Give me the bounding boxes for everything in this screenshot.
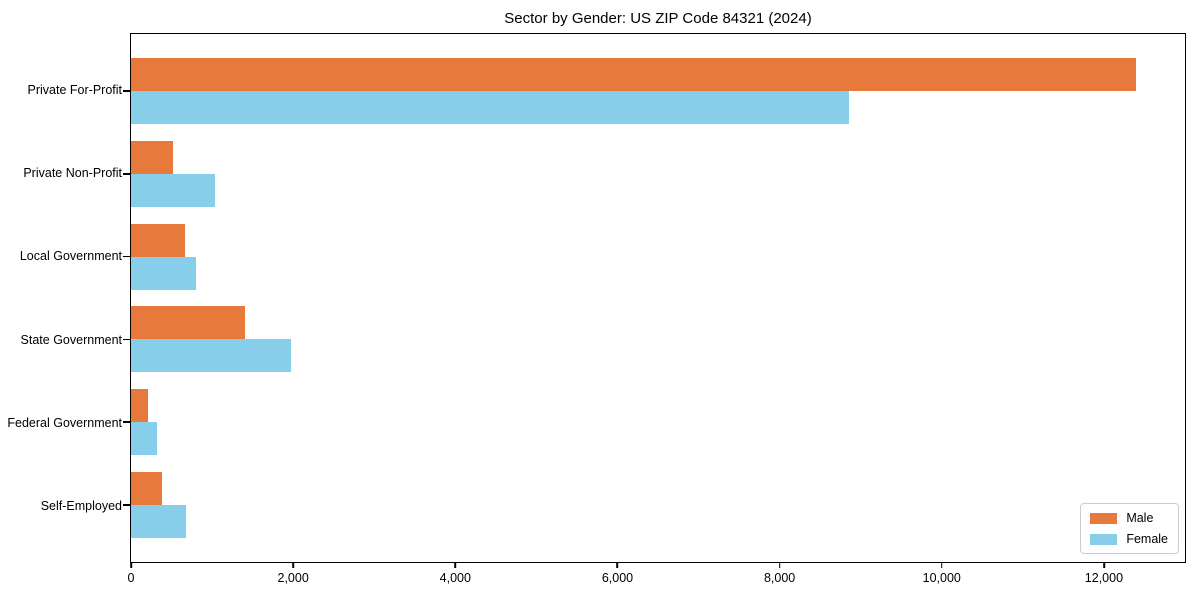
bar-female-3 (131, 339, 291, 373)
y-axis-tick (123, 338, 130, 341)
bar-female-0 (131, 91, 849, 125)
x-axis-tick-label: 12,000 (1084, 571, 1124, 585)
legend-swatch-male-icon (1090, 512, 1118, 524)
x-axis-tick (1103, 562, 1105, 568)
y-axis-category-label: Federal Government (7, 415, 122, 430)
x-axis-tick (778, 562, 781, 568)
legend-swatch-female-icon (1090, 533, 1118, 545)
bar-male-3 (131, 306, 246, 340)
x-axis-tick-label: 0 (127, 571, 135, 585)
legend-label-female: Female (1126, 532, 1168, 546)
y-axis-category-label: State Government (20, 332, 122, 347)
x-axis-tick (130, 562, 132, 568)
y-axis-tick (123, 255, 130, 258)
legend-entry-male: Male (1090, 511, 1168, 525)
bar-male-1 (131, 140, 174, 174)
y-axis-category-label: Local Government (19, 249, 122, 264)
y-axis-tick (123, 90, 130, 92)
y-axis-tick (123, 173, 130, 175)
x-axis-tick (940, 562, 943, 568)
y-axis-category-label: Private For-Profit (27, 83, 122, 98)
bar-male-4 (131, 389, 149, 423)
legend-entry-female: Female (1090, 532, 1168, 546)
bar-male-2 (131, 223, 185, 257)
x-axis-tick (454, 562, 457, 568)
legend: Male Female (1080, 503, 1179, 554)
y-axis-category-label: Private Non-Profit (23, 166, 122, 181)
plot-area: 0 2,000 4,000 6,000 8,000 10,000 12,000 Male F… (123, 33, 1186, 585)
x-axis-tick (616, 562, 619, 568)
x-axis-tick-label: 6,000 (601, 571, 634, 585)
bar-female-5 (131, 504, 187, 538)
bar-male-0 (131, 58, 1137, 92)
x-axis-tick-label: 10,000 (922, 571, 961, 585)
legend-label-male: Male (1126, 511, 1154, 525)
x-axis-tick-label: 4,000 (439, 571, 471, 585)
bar-female-1 (131, 173, 215, 207)
chart-title: Sector by Gender: US ZIP Code 84321 (202… (504, 10, 812, 27)
bar-female-2 (131, 256, 196, 290)
x-axis-tick-label: 8,000 (763, 571, 796, 585)
y-axis-tick (123, 504, 130, 506)
y-axis-category-label: Self-Employed (40, 498, 122, 513)
y-axis-tick (123, 421, 130, 423)
x-axis-tick-label: 2,000 (277, 571, 309, 585)
bar-male-5 (131, 471, 162, 505)
bar-female-4 (131, 422, 157, 456)
x-axis-tick (292, 562, 294, 568)
y-axis-labels: Private For-Profit Private Non-Profit Loca… (0, 33, 122, 563)
